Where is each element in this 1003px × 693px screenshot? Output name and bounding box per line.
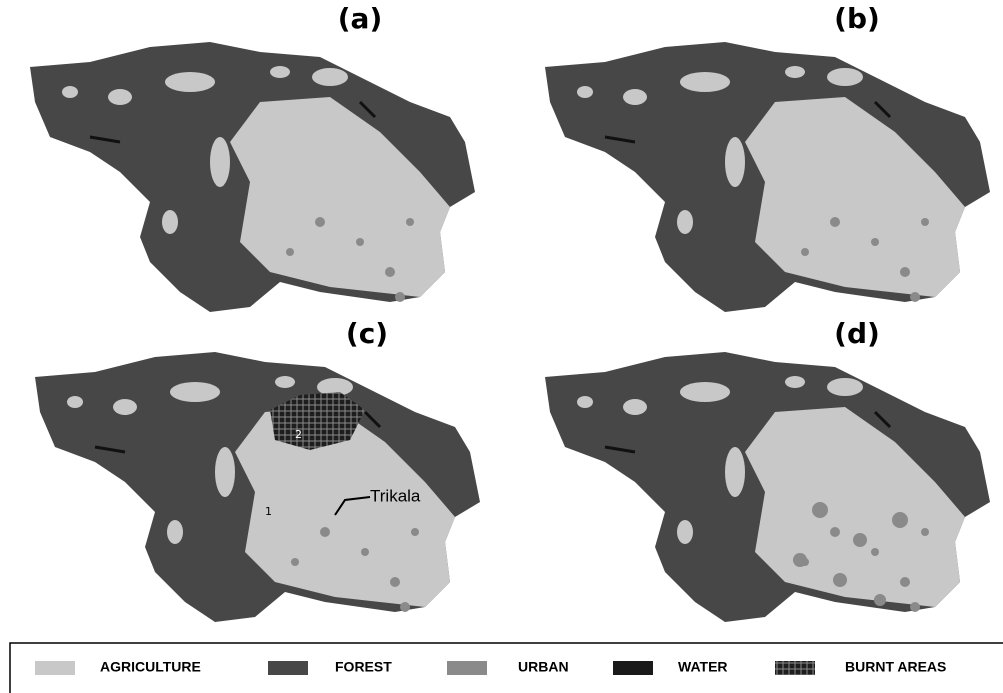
legend-label: URBAN — [518, 659, 569, 675]
swatch — [268, 661, 308, 675]
map-b — [545, 42, 990, 312]
legend-label: BURNT AREAS — [845, 659, 946, 675]
swatch — [775, 661, 815, 675]
map-a — [30, 42, 475, 312]
legend-label: AGRICULTURE — [100, 659, 201, 675]
legend-label: FOREST — [335, 659, 392, 675]
panel-label: (b) — [834, 2, 880, 35]
legend: AGRICULTURE FOREST URBAN WATER BURNT ARE… — [10, 643, 1003, 693]
panel-label: (d) — [834, 317, 880, 350]
legend-label: WATER — [678, 659, 728, 675]
swatch — [613, 661, 653, 675]
map-d — [545, 352, 990, 622]
swatch — [35, 661, 75, 675]
marker: 1 — [265, 505, 272, 518]
panel-label: (a) — [338, 2, 383, 35]
city-label: Trikala — [370, 486, 421, 505]
figure: (a) (b) (c) (d) Trikala 1 2 AGRICULTURE … — [0, 0, 1003, 693]
swatch — [447, 661, 487, 675]
panel-label: (c) — [346, 317, 388, 350]
marker: 2 — [295, 428, 302, 441]
